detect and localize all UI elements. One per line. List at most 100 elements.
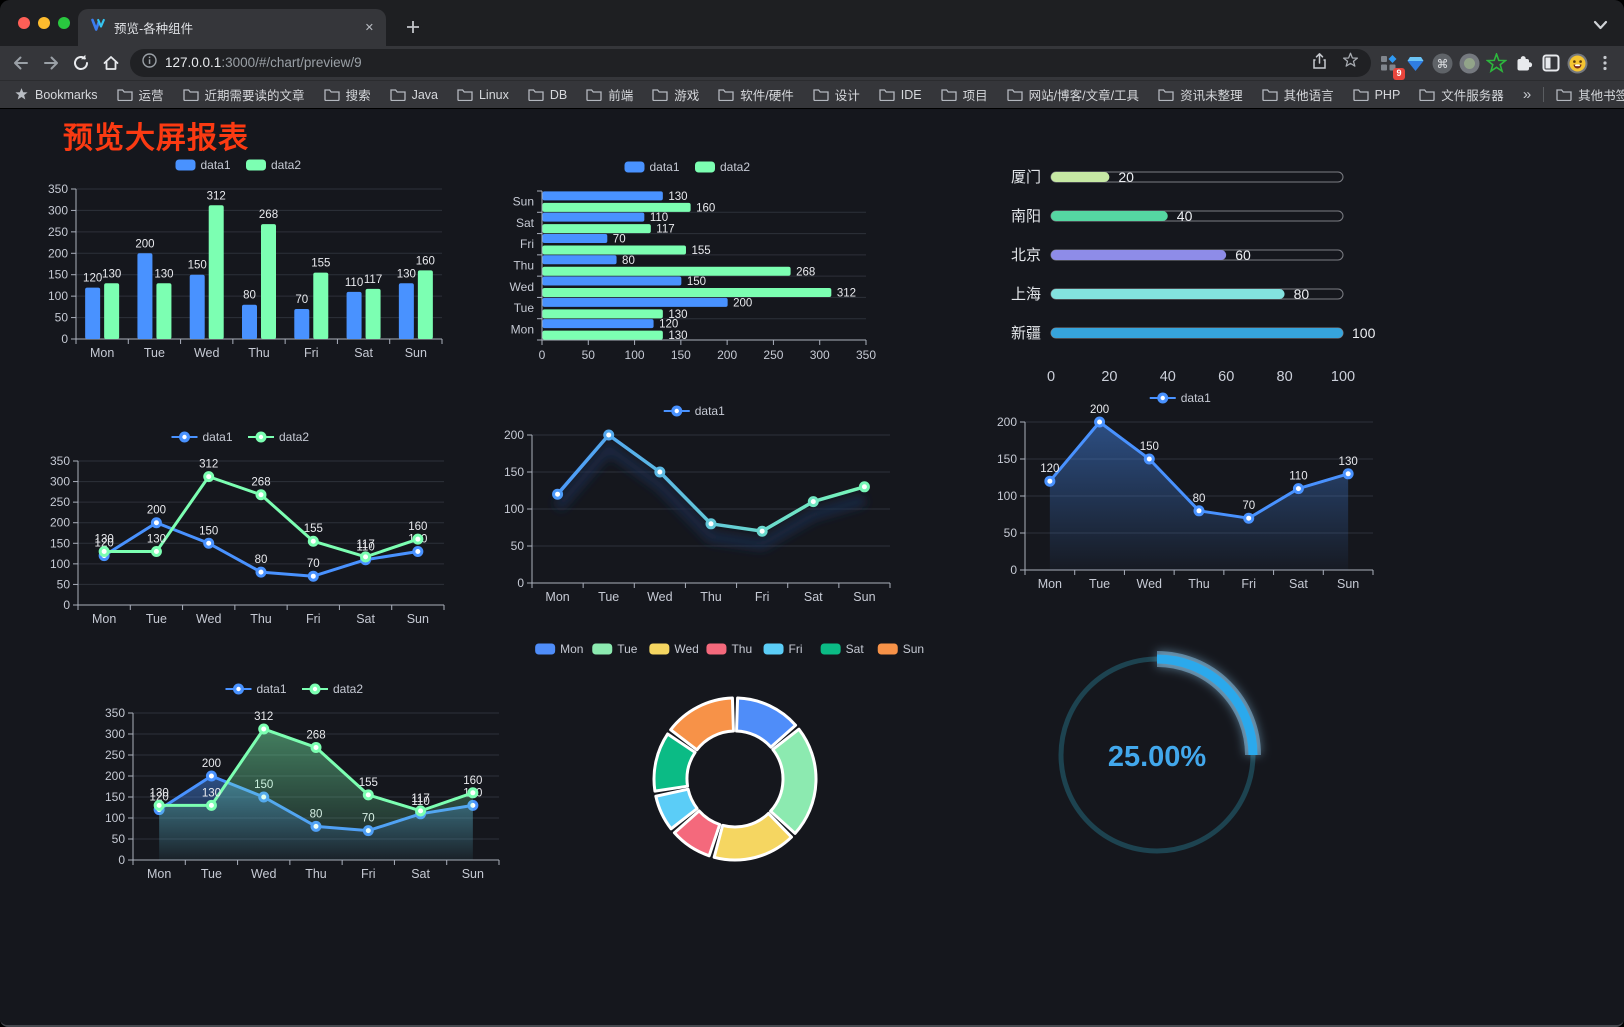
gradient-line-chart[interactable]: 0 50 100 150 200 Mon Tue Wed Thu Fri Sat Sun data1 [492,399,912,614]
reload-icon[interactable] [66,49,96,77]
svg-text:上海: 上海 [1011,286,1041,303]
url-text: 127.0.0.1:3000/#/chart/preview/9 [165,54,362,72]
svg-text:110: 110 [650,212,668,224]
donut-chart[interactable]: Mon Tue Wed Thu Fri Sat Sun [530,633,940,890]
svg-text:130: 130 [147,534,166,546]
svg-text:⌘: ⌘ [1437,56,1449,70]
bookmarks-root[interactable]: Bookmarks [14,87,98,102]
svg-text:北京: 北京 [1011,247,1041,264]
two-series-area-chart[interactable]: 0 50 100 150 200 250 300 350 Mon Tue Wed Thu Fri Sat S… [93,673,511,893]
svg-text:80: 80 [1193,493,1206,505]
tab-close-icon[interactable]: ✕ [364,22,374,34]
svg-text:Fri: Fri [755,590,770,604]
bookmark-star-icon[interactable] [1342,52,1359,74]
bookmark-item[interactable]: 搜索 [323,85,371,104]
browser-menu-icon[interactable] [1591,50,1618,77]
svg-text:0: 0 [517,576,524,590]
svg-text:Sat: Sat [354,346,373,360]
svg-text:data1: data1 [201,158,231,172]
profile-avatar[interactable] [1564,50,1591,77]
grouped-bar-chart[interactable]: 0 50 100 150 200 250 300 350 Mon Tue Wed Thu Fri Sat S… [38,151,454,372]
svg-text:Tue: Tue [1089,577,1110,591]
bookmark-item[interactable]: 文件服务器 [1419,85,1504,104]
horizontal-bar-chart[interactable]: Mon Tue Wed Thu Fri Sat Sun 0 50 100 150 200 250 300 3… [500,153,890,373]
multi-line-chart[interactable]: 0 50 100 150 200 250 300 350 Mon Tue Wed Thu Fri Sat S… [40,421,456,638]
svg-text:70: 70 [1242,500,1255,512]
extension-record-icon[interactable] [1456,50,1483,77]
bookmark-item[interactable]: 设计 [813,85,860,104]
area-line-chart[interactable]: 0 50 100 150 200 Mon Tue Wed Thu Fri Sat Sun 120 200 1… [985,386,1391,601]
back-icon[interactable] [6,49,36,77]
bookmarks-bar: Bookmarks 运营 近期需要读的文章 搜索 Java Linux DB 前端 游戏 软件/… [0,80,1624,108]
bookmark-item[interactable]: 软件/硬件 [718,85,794,104]
svg-text:Thu: Thu [700,590,722,604]
forward-icon[interactable] [36,49,66,77]
svg-text:150: 150 [188,260,207,272]
svg-text:Fri: Fri [306,612,321,626]
bookmark-label: Java [411,87,438,102]
new-tab-button[interactable] [400,14,426,40]
progress-bar-chart[interactable]: 厦门 20 南阳 40 北京 60 上海 80 新疆 100 0 20 40 60 80 100 [995,159,1387,396]
url-path: :3000/#/chart/preview/9 [221,55,362,70]
svg-text:Mon: Mon [92,612,116,626]
site-info-icon[interactable] [142,53,157,73]
svg-text:110: 110 [345,277,363,289]
extension-command-icon[interactable]: ⌘ [1429,50,1456,77]
svg-text:20: 20 [1118,169,1134,185]
bookmark-item[interactable]: 运营 [116,85,164,104]
svg-text:130: 130 [397,268,416,280]
maximize-window-button[interactable] [58,17,70,29]
close-window-button[interactable] [18,17,30,29]
svg-text:150: 150 [997,452,1017,466]
svg-text:Mon: Mon [90,346,114,360]
svg-text:100: 100 [625,348,645,362]
tab-search-chevron-icon[interactable] [1593,17,1608,35]
svg-text:150: 150 [504,465,524,479]
bookmark-item[interactable]: Linux [457,88,509,102]
other-bookmarks[interactable]: 其他书签 [1556,85,1624,104]
svg-text:Sun: Sun [903,642,924,656]
bookmark-label: DB [549,87,568,102]
extension-grid-icon[interactable]: 9 [1375,50,1405,80]
svg-text:200: 200 [504,428,524,442]
extension-star-icon[interactable] [1483,50,1510,77]
share-icon[interactable] [1311,52,1328,75]
bookmark-item[interactable]: 前端 [586,85,633,104]
bookmark-item[interactable]: IDE [879,88,922,102]
bookmark-item[interactable]: 其他语言 [1261,85,1334,104]
svg-text:300: 300 [810,348,830,362]
svg-text:Sat: Sat [1289,577,1308,591]
svg-text:200: 200 [997,415,1017,429]
extensions-puzzle-icon[interactable] [1510,50,1537,77]
svg-text:data1: data1 [695,404,725,418]
browser-tab[interactable]: 预览-各种组件 ✕ [78,9,386,46]
tab-strip: 预览-各种组件 ✕ [0,0,1624,46]
bookmark-item[interactable]: 游戏 [652,85,699,104]
split-view-icon[interactable] [1537,50,1564,77]
home-icon[interactable] [96,49,126,77]
svg-text:350: 350 [856,348,876,362]
svg-text:200: 200 [202,758,221,770]
svg-text:117: 117 [356,539,374,551]
bookmark-item[interactable]: 项目 [940,85,988,104]
bookmark-item[interactable]: Java [389,87,438,102]
svg-text:Thu: Thu [1188,577,1210,591]
svg-text:Fri: Fri [520,237,534,251]
bookmark-item[interactable]: 资讯未整理 [1158,85,1243,104]
svg-text:0: 0 [63,598,70,612]
bookmarks-overflow-chevron[interactable]: » [1522,86,1532,103]
bookmark-item[interactable]: DB [528,88,567,102]
minimize-window-button[interactable] [38,17,50,29]
svg-text:150: 150 [105,790,125,804]
svg-text:350: 350 [105,706,125,720]
extension-gem-icon[interactable] [1402,50,1429,77]
extension-badge: 9 [1392,67,1405,80]
bookmark-item[interactable]: PHP [1352,88,1400,102]
svg-text:120: 120 [1040,463,1059,475]
bookmark-item[interactable]: 近期需要读的文章 [182,85,305,104]
url-bar[interactable]: 127.0.0.1:3000/#/chart/preview/9 [130,49,1371,77]
gauge-chart[interactable]: 25.00% [1040,633,1274,882]
bookmark-label: 文件服务器 [1441,89,1504,103]
bookmark-item[interactable]: 网站/博客/文章/工具 [1006,85,1139,104]
svg-text:312: 312 [837,288,856,300]
